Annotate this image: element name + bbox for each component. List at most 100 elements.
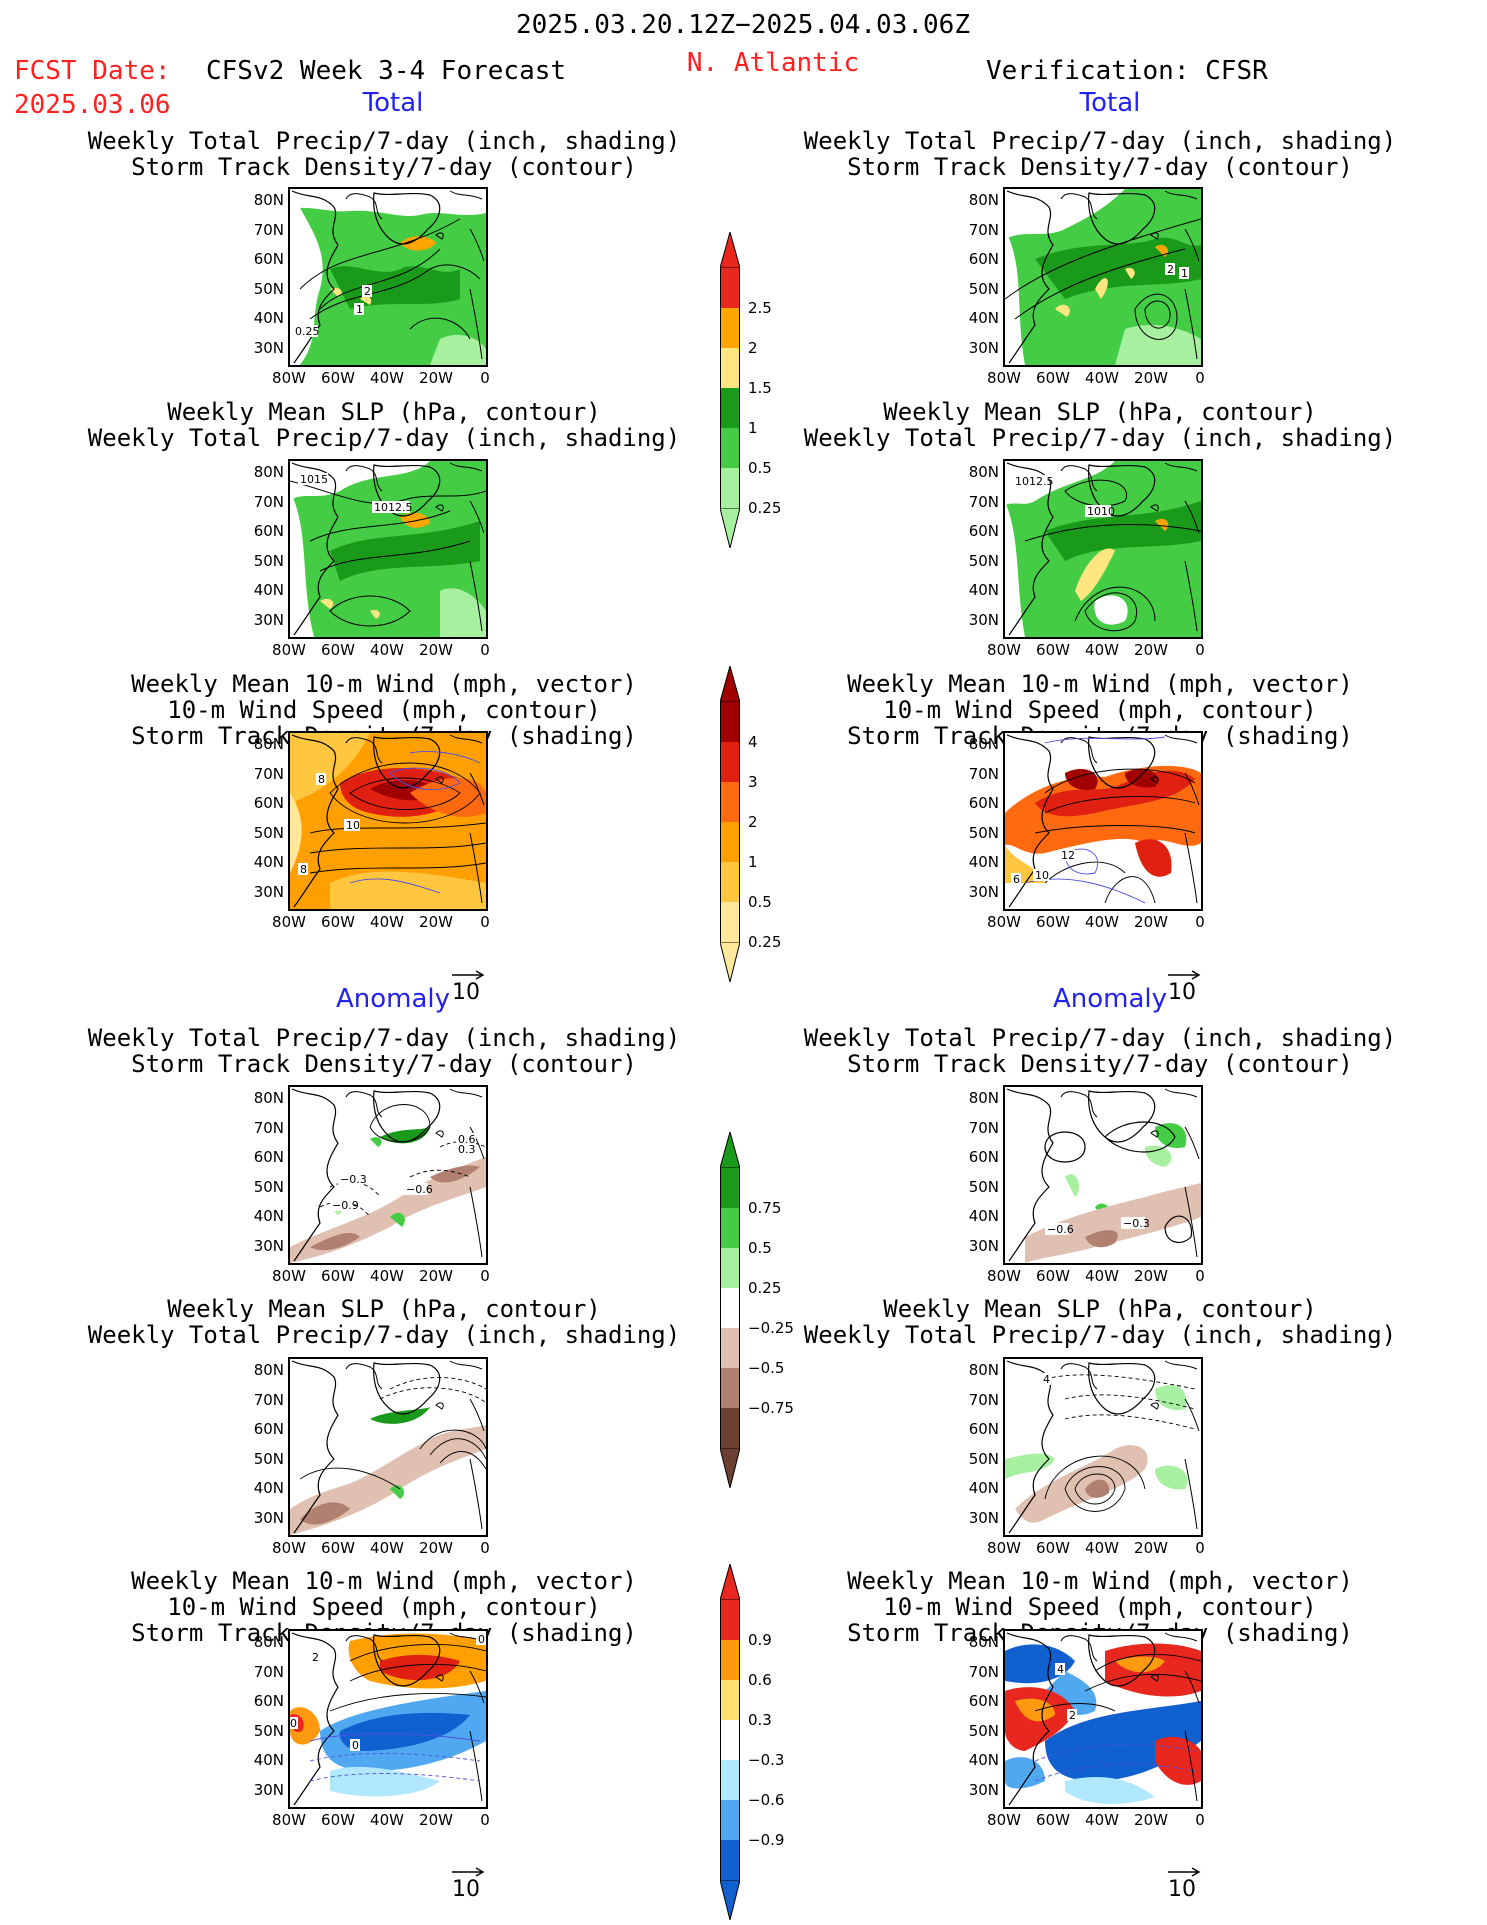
lon-tick-label: 20W <box>419 913 453 931</box>
lat-tick-label: 40N <box>253 581 284 599</box>
map-total-slp-fcst: 1015 1012.5 <box>288 459 488 639</box>
colorbar-label: 0.3 <box>748 1711 772 1729</box>
lat-tick-label: 50N <box>253 279 284 298</box>
lat-tick-label: 30N <box>968 338 999 357</box>
lon-tick-label: 0 <box>1195 1267 1205 1285</box>
colorbar-segment <box>720 702 740 742</box>
colorbar-bottom-arrow <box>720 508 740 548</box>
lon-tick-label: 20W <box>419 1811 453 1829</box>
lon-tick-label: 0 <box>480 369 490 387</box>
panel-title-total-wind-fcst: Weekly Mean 10-m Wind (mph, vector) 10-m … <box>131 670 637 750</box>
lat-tick-label: 40N <box>253 853 284 871</box>
contour-label: 0 <box>290 1717 297 1730</box>
panel-title-total-slp-verif: Weekly Mean SLP (hPa, contour) Weekly Tot… <box>803 398 1397 452</box>
colorbar-label: 0.5 <box>748 893 772 911</box>
lon-tick-label: 40W <box>1085 641 1119 659</box>
lat-tick-label: 70N <box>253 492 284 511</box>
lon-tick-label: 80W <box>987 913 1021 931</box>
panel-title-anom-slp-fcst: Weekly Mean SLP (hPa, contour) Weekly Tot… <box>87 1295 681 1349</box>
lon-tick-label: 40W <box>1085 1267 1119 1285</box>
contour-label: 2 <box>312 1651 319 1664</box>
lat-tick-label: 80N <box>968 735 999 753</box>
contour-label: 0.6 <box>458 1133 476 1146</box>
contour-label: 4 <box>1043 1373 1050 1386</box>
colorbar-bottom-arrow <box>720 942 740 982</box>
section-anomaly-forecast: Anomaly <box>335 984 451 1014</box>
lat-tick-label: 40N <box>968 1479 999 1497</box>
colorbar-segment <box>720 742 740 782</box>
vector-ref-anom-verif: 10 <box>1168 1867 1201 1902</box>
contour-label: 10 <box>346 819 360 832</box>
lat-tick-label: 30N <box>253 610 284 629</box>
lon-tick-label: 40W <box>1085 369 1119 387</box>
lon-tick-label: 20W <box>1134 1267 1168 1285</box>
lon-tick-label: 0 <box>1195 1539 1205 1557</box>
lon-tick-label: 0 <box>480 1539 490 1557</box>
colorbar-bottom-arrow <box>720 1448 740 1488</box>
lat-tick-label: 50N <box>253 1721 284 1740</box>
colorbar-label: 0.25 <box>748 933 782 951</box>
lat-tick-label: 60N <box>253 794 284 812</box>
colorbar-segment <box>720 1408 740 1448</box>
colorbar-segment <box>720 1600 740 1640</box>
lat-tick-label: 40N <box>253 1751 284 1769</box>
colorbar-label: 2 <box>748 339 758 357</box>
colorbar-segment <box>720 468 740 508</box>
lat-tick-label: 70N <box>968 764 999 783</box>
lat-tick-label: 40N <box>968 309 999 327</box>
contour-label: 12 <box>1061 849 1075 862</box>
colorbar-segment <box>720 348 740 388</box>
model-title: CFSv2 Week 3-4 Forecast <box>206 56 567 86</box>
colorbar-total-precip: 2.5 2 1.5 1 0.5 0.25 <box>720 232 781 548</box>
lon-tick-label: 0 <box>1195 1811 1205 1829</box>
verification-title: Verification: CFSR <box>986 56 1268 86</box>
colorbar-label: 1.5 <box>748 379 772 397</box>
colorbar-label: −0.75 <box>748 1399 794 1417</box>
colorbar-segment <box>720 428 740 468</box>
lat-tick-label: 40N <box>968 1207 999 1225</box>
contour-label: 2 <box>1167 263 1174 276</box>
lat-tick-label: 80N <box>968 463 999 481</box>
lat-tick-label: 50N <box>253 823 284 842</box>
lat-tick-label: 30N <box>968 882 999 901</box>
colorbar-segment <box>720 902 740 942</box>
colorbar-segment <box>720 862 740 902</box>
lat-tick-label: 60N <box>968 1692 999 1710</box>
lat-tick-label: 30N <box>253 338 284 357</box>
panel-title-total-precip-verif: Weekly Total Precip/7-day (inch, shading… <box>803 127 1397 181</box>
lat-tick-label: 80N <box>968 1361 999 1379</box>
colorbar-total-storm-density: 4 3 2 1 0.5 0.25 <box>720 666 781 982</box>
fcst-date-value: 2025.03.06 <box>14 90 171 120</box>
contour-label: −0.6 <box>406 1183 433 1196</box>
lon-tick-label: 60W <box>321 369 355 387</box>
contour-label: −0.3 <box>1123 1217 1150 1230</box>
lat-tick-label: 70N <box>968 1662 999 1681</box>
lat-tick-label: 80N <box>253 463 284 481</box>
lat-tick-label: 70N <box>253 1662 284 1681</box>
lon-tick-label: 80W <box>987 369 1021 387</box>
contour-label: −0.3 <box>340 1173 367 1186</box>
lon-tick-label: 20W <box>419 1539 453 1557</box>
fcst-date-label: FCST Date: <box>14 56 171 86</box>
lat-tick-label: 40N <box>968 581 999 599</box>
lat-tick-label: 70N <box>253 220 284 239</box>
lat-tick-label: 70N <box>968 492 999 511</box>
lat-tick-label: 30N <box>968 1508 999 1527</box>
lat-tick-label: 50N <box>968 1449 999 1468</box>
lon-tick-label: 80W <box>272 369 306 387</box>
section-total-verification: Total <box>1079 88 1141 118</box>
lat-tick-label: 40N <box>253 1479 284 1497</box>
panel-title-anom-precip-fcst: Weekly Total Precip/7-day (inch, shading… <box>87 1024 681 1078</box>
colorbar-segment <box>720 1840 740 1880</box>
vector-ref-total-verif: 10 <box>1168 970 1201 1005</box>
colorbar-label: 0.5 <box>748 459 772 477</box>
contour-label: 1 <box>1181 267 1188 280</box>
lon-tick-label: 20W <box>419 641 453 659</box>
colorbar-label: 2.5 <box>748 299 772 317</box>
lat-tick-label: 70N <box>968 1390 999 1409</box>
colorbar-label: 0.25 <box>748 1279 782 1297</box>
lon-tick-label: 20W <box>1134 1811 1168 1829</box>
lat-tick-label: 80N <box>253 735 284 753</box>
lon-tick-label: 0 <box>480 1267 490 1285</box>
contour-label: 0 <box>352 1739 359 1752</box>
